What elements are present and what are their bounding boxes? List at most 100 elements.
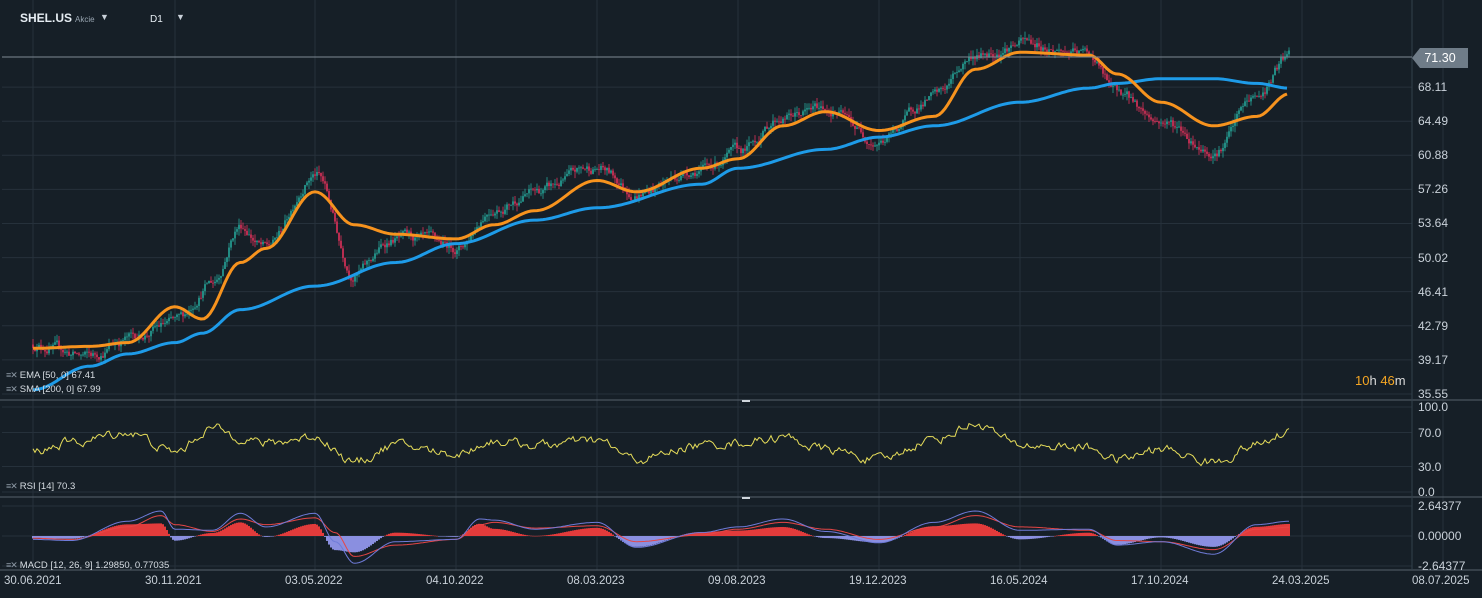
macd-histogram-bar xyxy=(842,536,844,540)
candle-body xyxy=(68,351,70,356)
candle-body xyxy=(1198,147,1200,150)
candle-body xyxy=(1244,101,1246,107)
candle-body xyxy=(1048,49,1050,52)
macd-histogram-bar xyxy=(428,535,430,536)
macd-histogram-bar xyxy=(118,525,120,536)
macd-histogram-bar xyxy=(552,534,554,536)
macd-histogram-bar xyxy=(624,536,626,544)
candle-body xyxy=(206,283,208,285)
candle-body xyxy=(440,240,442,245)
macd-histogram-bar xyxy=(826,536,828,539)
macd-histogram-bar xyxy=(1042,536,1044,538)
macd-histogram-bar xyxy=(250,527,252,536)
macd-histogram-bar xyxy=(450,536,452,537)
candle-body xyxy=(1200,149,1202,152)
candle-body xyxy=(370,260,372,261)
timeframe-dropdown-icon[interactable]: ▼ xyxy=(176,12,185,22)
macd-histogram-bar xyxy=(330,536,332,548)
macd-histogram-bar xyxy=(1282,524,1284,536)
indicator-settings-icon[interactable]: ≡✕ xyxy=(6,384,18,394)
candle-body xyxy=(702,164,704,168)
candle-body xyxy=(278,230,280,238)
candle-body xyxy=(726,152,728,158)
candle-body xyxy=(372,258,374,261)
macd-histogram-bar xyxy=(748,530,750,536)
candle-body xyxy=(1188,138,1190,144)
macd-histogram-bar xyxy=(794,529,796,536)
macd-histogram-bar xyxy=(1058,535,1060,536)
macd-histogram-bar xyxy=(798,530,800,536)
macd-histogram-bar xyxy=(1094,534,1096,536)
macd-histogram-bar xyxy=(516,532,518,536)
candle-body xyxy=(1124,94,1126,96)
macd-histogram-bar xyxy=(760,528,762,536)
macd-histogram-bar xyxy=(294,528,296,536)
rsi-legend[interactable]: ≡✕ RSI [14] 70.3 xyxy=(6,481,75,492)
candle-body xyxy=(858,127,860,129)
candle-body xyxy=(882,140,884,143)
candle-body xyxy=(962,63,964,70)
candle-body xyxy=(392,239,394,243)
candle-body xyxy=(562,179,564,181)
macd-histogram-bar xyxy=(796,529,798,536)
macd-histogram-bar xyxy=(894,536,896,540)
macd-histogram-bar xyxy=(1032,536,1034,539)
macd-histogram-bar xyxy=(1040,536,1042,538)
macd-histogram-bar xyxy=(234,523,236,536)
sma-legend[interactable]: ≡✕ SMA [200, 0] 67.99 xyxy=(6,384,101,395)
symbol-dropdown-icon[interactable]: ▼ xyxy=(100,12,109,22)
candle-body xyxy=(156,325,158,327)
candle-body xyxy=(1102,67,1104,74)
candle-body xyxy=(794,112,796,117)
macd-histogram-bar xyxy=(754,529,756,536)
macd-legend[interactable]: ≡✕ MACD [12, 26, 9] 1.29850, 0.77035 xyxy=(6,560,169,571)
candle-body xyxy=(602,165,604,168)
candle-body xyxy=(918,108,920,110)
panel-resize-handle[interactable] xyxy=(742,400,750,402)
candle-body xyxy=(478,226,480,228)
candle-body xyxy=(550,183,552,187)
macd-histogram-bar xyxy=(544,535,546,536)
macd-histogram-bar xyxy=(452,536,454,537)
candle-body xyxy=(148,335,150,337)
candle-body xyxy=(594,169,596,171)
symbol-selector[interactable]: SHEL.US Akcie xyxy=(20,11,95,25)
macd-histogram-bar xyxy=(1216,536,1218,547)
timeframe-selector[interactable]: D1 xyxy=(150,14,163,25)
macd-histogram-bar xyxy=(1128,536,1130,544)
macd-histogram-bar xyxy=(378,536,380,540)
candle-body xyxy=(1126,91,1128,95)
candle-body xyxy=(1116,84,1118,91)
macd-histogram-bar xyxy=(322,532,324,536)
candle-body xyxy=(118,343,120,347)
macd-histogram-bar xyxy=(396,532,398,536)
macd-histogram-bar xyxy=(1218,536,1220,547)
macd-histogram-bar xyxy=(1052,536,1054,537)
macd-histogram-bar xyxy=(1144,536,1146,540)
indicator-settings-icon[interactable]: ≡✕ xyxy=(6,560,18,570)
macd-histogram-bar xyxy=(1056,535,1058,537)
indicator-settings-icon[interactable]: ≡✕ xyxy=(6,481,18,491)
candle-body xyxy=(1182,130,1184,133)
macd-histogram-bar xyxy=(336,536,338,551)
macd-histogram-bar xyxy=(914,530,916,536)
macd-histogram-bar xyxy=(916,529,918,536)
ema-legend[interactable]: ≡✕ EMA [50, 0] 67.41 xyxy=(6,370,95,381)
candle-body xyxy=(86,351,88,353)
macd-histogram-bar xyxy=(82,536,84,538)
indicator-settings-icon[interactable]: ≡✕ xyxy=(6,370,18,380)
macd-histogram-bar xyxy=(1060,535,1062,536)
candle-body xyxy=(1278,63,1280,70)
panel-resize-handle[interactable] xyxy=(742,497,750,499)
macd-histogram-bar xyxy=(78,536,80,539)
macd-histogram-bar xyxy=(326,536,328,541)
macd-histogram-bar xyxy=(242,522,244,536)
candle-body xyxy=(162,322,164,324)
candle-body xyxy=(406,229,408,233)
candle-body xyxy=(800,115,802,116)
candle-body xyxy=(1010,45,1012,48)
macd-histogram-bar xyxy=(986,525,988,536)
macd-histogram-bar xyxy=(756,529,758,536)
candle-body xyxy=(1056,50,1058,51)
